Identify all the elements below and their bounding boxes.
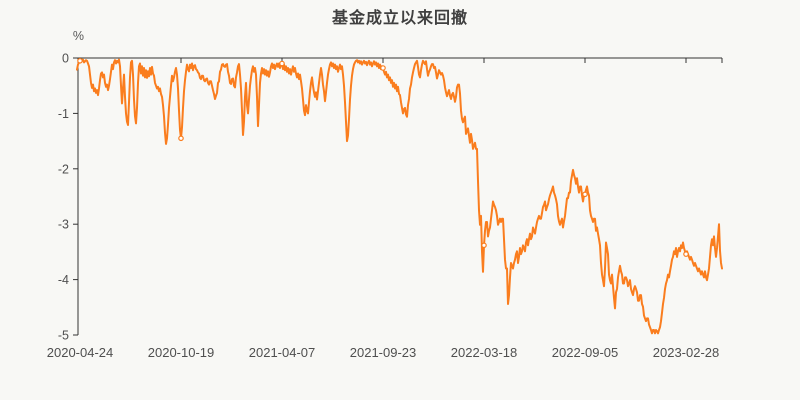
- y-tick-label: -3: [58, 218, 69, 232]
- drawdown-line: [76, 58, 723, 335]
- y-tick-label: -4: [58, 273, 69, 287]
- date-point-marker: [178, 135, 184, 142]
- date-point-marker: [481, 242, 487, 249]
- x-tick-label: 2023-02-28: [653, 345, 720, 360]
- x-tick-label: 2020-10-19: [148, 345, 215, 360]
- chart-title: 基金成立以来回撤: [331, 10, 468, 27]
- y-tick-label: -1: [58, 107, 69, 121]
- y-axis-unit-label: %: [72, 29, 84, 43]
- y-tick-label: -5: [58, 329, 69, 343]
- date-point-marker: [380, 65, 386, 71]
- y-tick-label: 0: [62, 52, 69, 66]
- date-point-marker: [683, 251, 689, 257]
- date-point-marker: [582, 191, 588, 198]
- x-tick-label: 2022-03-18: [451, 345, 518, 360]
- x-tick-label: 2021-04-07: [249, 345, 316, 360]
- y-tick-label: -2: [58, 162, 69, 176]
- x-tick-label: 2021-09-23: [350, 345, 417, 360]
- date-point-marker: [279, 60, 285, 67]
- x-tick-label: 2022-09-05: [552, 345, 619, 360]
- date-point-marker: [77, 57, 83, 64]
- x-tick-label: 2020-04-24: [47, 345, 114, 360]
